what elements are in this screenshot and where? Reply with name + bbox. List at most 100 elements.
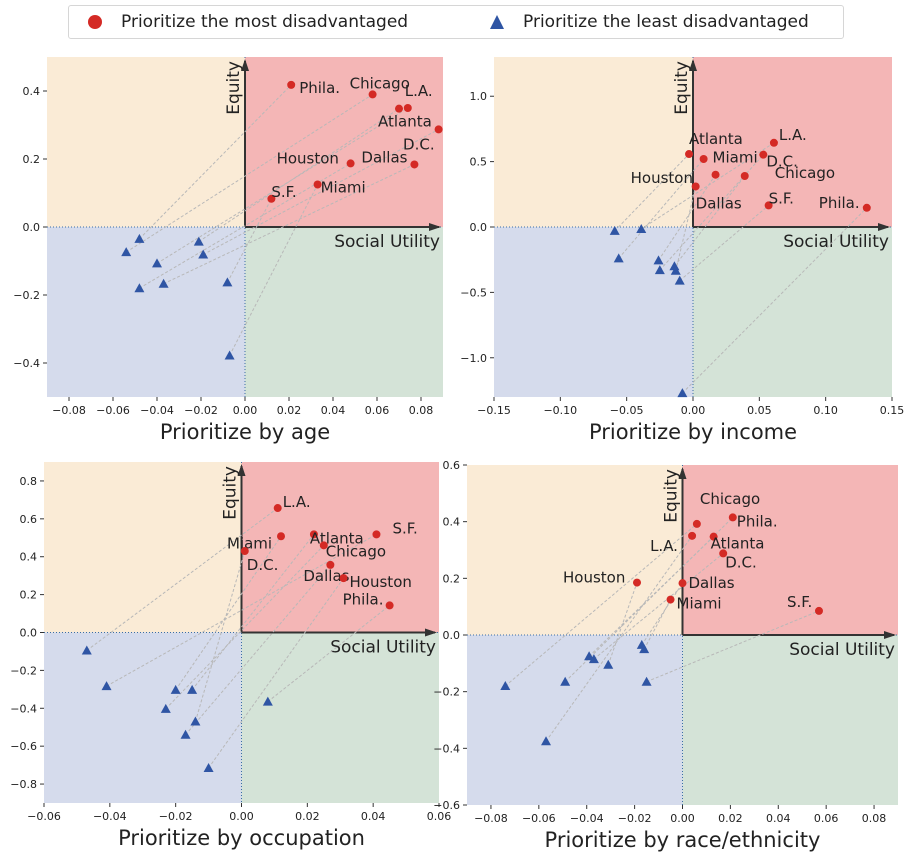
x-tick-label: 0.04	[321, 404, 346, 417]
quadrant-lower-right	[682, 635, 898, 805]
least-disadvantaged-marker	[193, 236, 204, 246]
y-tick-label: 0.6	[443, 459, 461, 472]
y-tick-label: 0.2	[23, 153, 41, 166]
y-tick-label: 0.5	[470, 156, 488, 169]
quadrant-upper-right	[241, 462, 439, 633]
most-disadvantaged-marker	[346, 159, 355, 168]
city-label: Chicago	[350, 74, 410, 92]
connector-line	[202, 128, 439, 255]
connector-line	[139, 84, 292, 240]
x-tick-label: 0.06	[427, 810, 452, 823]
quadrant-upper-left	[494, 57, 693, 227]
y-tick-label: −0.6	[10, 740, 37, 753]
most-disadvantaged-marker	[319, 541, 328, 550]
connector-line	[165, 545, 325, 710]
y-tick-label: 0.8	[20, 475, 38, 488]
most-disadvantaged-marker	[691, 182, 700, 191]
city-label: S.F.	[769, 189, 794, 207]
connector-line	[226, 198, 272, 283]
x-axis-title: Prioritize by race/ethnicity	[545, 828, 821, 852]
quadrant-lower-right	[241, 632, 439, 803]
x-tick-label: −0.08	[52, 404, 86, 417]
city-label: Miami	[321, 179, 366, 197]
connector-line	[607, 582, 638, 665]
least-disadvantaged-marker	[187, 684, 198, 694]
city-label: Miami	[677, 595, 722, 613]
quadrant-lower-right	[245, 227, 443, 397]
least-disadvantaged-marker	[222, 277, 233, 287]
y-tick-label: 0.2	[443, 572, 461, 585]
y-tick-label: −0.6	[433, 799, 460, 812]
x-tick-label: 0.08	[409, 404, 434, 417]
quadrant-lower-left	[44, 632, 242, 803]
most-disadvantaged-marker	[267, 194, 276, 203]
x-axis-title: Prioritize by income	[589, 420, 797, 444]
connector-line	[175, 535, 282, 691]
y-tick-label: 0.0	[470, 221, 488, 234]
social-utility-label: Social Utility	[334, 232, 440, 252]
least-disadvantaged-marker	[121, 247, 132, 257]
most-disadvantaged-marker	[759, 150, 768, 159]
city-label: L.A.	[405, 82, 433, 100]
city-label: Houston	[563, 569, 625, 587]
x-tick-label: −0.10	[543, 404, 577, 417]
most-disadvantaged-marker	[313, 180, 322, 189]
most-disadvantaged-marker	[711, 170, 720, 179]
x-tick-label: −0.02	[184, 404, 218, 417]
least-disadvantaged-marker	[134, 233, 145, 243]
least-disadvantaged-marker	[636, 223, 647, 233]
city-label: Dallas	[696, 194, 742, 212]
most-disadvantaged-marker	[769, 138, 778, 147]
y-tick-label: 0.4	[23, 85, 41, 98]
city-label: D.C.	[247, 556, 279, 574]
social-utility-arrow-head	[425, 628, 437, 637]
quadrant-lower-left	[467, 635, 683, 805]
y-tick-label: 0.4	[20, 551, 38, 564]
least-disadvantaged-marker	[560, 676, 571, 686]
x-tick-label: 0.10	[813, 404, 838, 417]
social-utility-label: Social Utility	[789, 640, 895, 660]
x-tick-label: 0.06	[365, 404, 390, 417]
panel-1: Social Utility Equity −0.08 −0.06 −0.04 −0.02…	[13, 57, 443, 444]
x-tick-label: −0.08	[474, 812, 508, 825]
y-tick-label: 0.6	[20, 513, 38, 526]
most-disadvantaged-marker	[372, 530, 381, 539]
connector-line	[208, 577, 344, 769]
y-tick-label: 0.0	[23, 221, 41, 234]
y-tick-label: −0.2	[10, 664, 37, 677]
most-disadvantaged-marker	[678, 579, 687, 588]
least-disadvantaged-marker	[160, 703, 171, 713]
most-disadvantaged-marker	[685, 150, 694, 159]
connector-line	[229, 184, 319, 356]
most-disadvantaged-marker	[339, 574, 348, 583]
x-tick-label: 0.02	[277, 404, 302, 417]
most-disadvantaged-marker	[692, 519, 701, 528]
connector-line	[267, 605, 390, 703]
y-tick-label: 1.0	[470, 90, 488, 103]
connector-line	[588, 536, 714, 657]
least-disadvantaged-marker	[613, 253, 624, 263]
equity-arrow-head	[237, 464, 246, 476]
city-label: Phila.	[737, 512, 778, 530]
most-disadvantaged-marker	[862, 203, 871, 212]
connector-line	[674, 175, 746, 267]
least-disadvantaged-marker	[674, 275, 685, 285]
most-disadvantaged-marker	[395, 104, 403, 113]
connector-line	[641, 582, 683, 646]
most-disadvantaged-marker	[326, 560, 335, 569]
y-tick-label: −0.2	[13, 289, 40, 302]
city-label: Atlanta	[711, 535, 765, 553]
equity-label: Equity	[224, 61, 244, 115]
quadrant-upper-left	[467, 465, 683, 635]
connector-line	[198, 108, 400, 243]
connector-line	[139, 162, 351, 289]
least-disadvantaged-marker	[203, 762, 214, 772]
most-disadvantaged-marker	[368, 90, 377, 99]
x-tick-label: −0.06	[522, 812, 556, 825]
city-label: Chicago	[326, 542, 386, 560]
equity-arrow-head	[689, 59, 697, 71]
x-tick-label: 0.02	[718, 812, 743, 825]
city-label: Houston	[350, 573, 412, 591]
city-label: L.A.	[779, 126, 807, 144]
quadrant-upper-left	[44, 462, 242, 633]
